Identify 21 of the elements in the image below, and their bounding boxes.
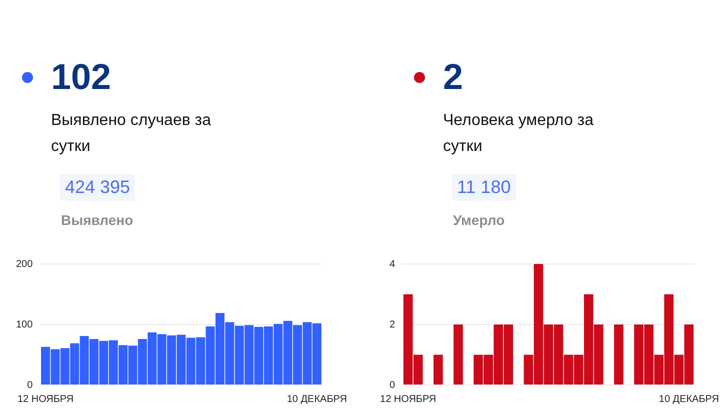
bar — [614, 324, 624, 384]
y-tick-label: 0 — [390, 380, 396, 391]
text: 11 180 — [452, 174, 516, 201]
text: 424 395 — [60, 174, 136, 201]
x-tick-label: 12 НОЯБРЯ — [380, 394, 436, 405]
chart-subtitle: Человека умерло за сутки — [443, 111, 595, 157]
x-tick-label: 12 НОЯБРЯ — [17, 394, 74, 405]
x-tick-label: 10 ДЕКАБРЯ — [286, 394, 347, 405]
bar — [434, 354, 443, 384]
y-tick-label: 2 — [390, 319, 396, 330]
x-tick-label: 10 ДЕКАБРЯ — [658, 394, 719, 405]
y-tick-label: 4 — [390, 258, 396, 270]
y-tick-label: 100 — [16, 319, 34, 330]
chart-title: 102 — [51, 56, 112, 97]
bar — [454, 324, 463, 384]
y-tick-label: 0 — [27, 380, 34, 391]
text: Выявлено — [61, 212, 134, 228]
text: Умерло — [453, 212, 505, 228]
y-tick-label: 200 — [16, 258, 34, 270]
chart-title: 2 — [443, 56, 464, 97]
chart-subtitle: Выявлено случаев за сутки — [51, 111, 212, 157]
